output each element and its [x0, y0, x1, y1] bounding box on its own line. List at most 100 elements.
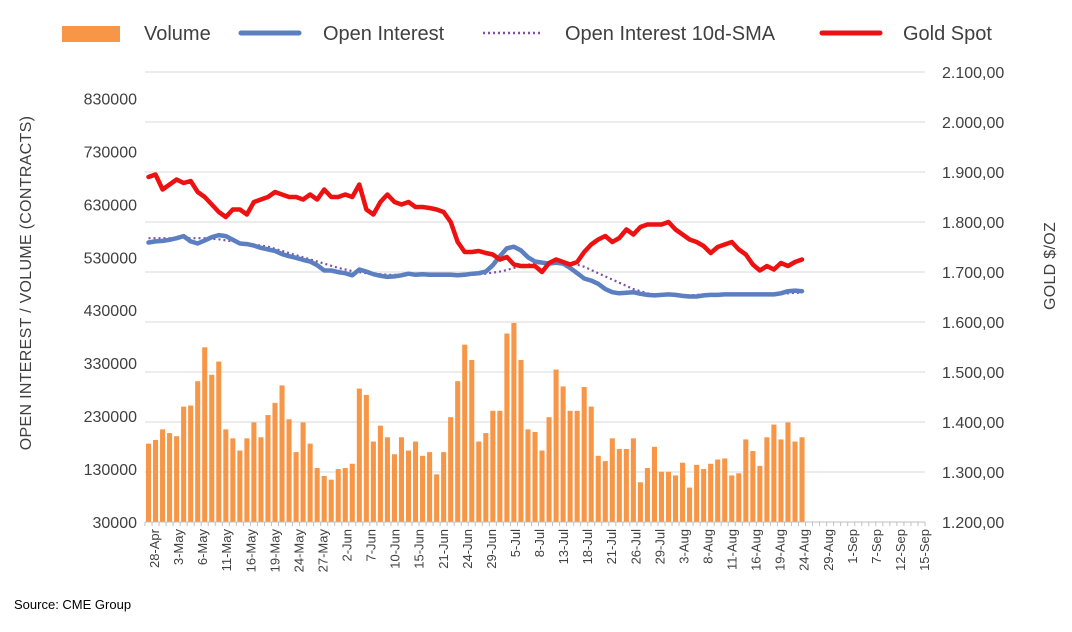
volume-bar: [370, 441, 376, 522]
legend-volume-label: Volume: [144, 23, 211, 45]
volume-bar: [525, 429, 531, 522]
left-tick-label: 830000: [84, 91, 137, 108]
volume-bar: [560, 386, 566, 522]
volume-bar: [434, 474, 440, 522]
volume-bar: [167, 433, 173, 522]
x-tick-label: 16-Aug: [749, 529, 764, 571]
left-tick-label: 230000: [84, 409, 137, 426]
volume-bars: [145, 322, 805, 522]
volume-bar: [251, 422, 257, 522]
x-tick-label: 24-May: [291, 529, 306, 573]
legend-volume-swatch: [62, 26, 120, 42]
x-tick-label: 24-Jun: [460, 529, 475, 569]
x-tick-label: 21-Jun: [436, 529, 451, 569]
volume-bar: [644, 468, 650, 522]
volume-bar: [202, 347, 208, 522]
left-tick-label: 630000: [84, 197, 137, 214]
volume-bar: [764, 437, 770, 522]
gold-spot-line: [146, 172, 805, 275]
volume-bar: [771, 424, 777, 522]
volume-bar: [300, 422, 306, 522]
left-axis-ticks: 830000 730000 630000 530000 430000 330000 2300…: [84, 91, 137, 532]
volume-bar: [588, 406, 594, 522]
right-tick-label: 1.300,00: [942, 465, 1004, 482]
volume-bar: [363, 394, 369, 522]
volume-bar: [321, 475, 327, 522]
volume-bar: [279, 385, 285, 522]
volume-bar: [574, 410, 580, 522]
volume-bar: [532, 432, 538, 522]
volume-bar: [145, 443, 152, 522]
volume-bar: [729, 475, 735, 522]
volume-bar: [490, 410, 496, 522]
volume-bar: [623, 448, 629, 522]
x-tick-label: 7-Jun: [364, 529, 379, 562]
x-tick-label: 6-May: [195, 529, 210, 566]
volume-bar: [160, 429, 166, 522]
right-tick-label: 1.600,00: [942, 315, 1004, 332]
left-tick-label: 30000: [93, 515, 138, 532]
volume-bar: [448, 417, 454, 522]
volume-bar: [792, 441, 798, 522]
volume-bar: [665, 471, 672, 522]
left-tick-label: 730000: [84, 144, 137, 161]
x-tick-label: 19-May: [267, 529, 282, 573]
volume-bar: [188, 405, 194, 522]
volume-bar: [616, 448, 622, 522]
x-tick-label: 10-Jun: [388, 529, 403, 569]
volume-bar: [307, 443, 313, 522]
legend: Volume Open Interest Open Interest 10d-S…: [62, 23, 992, 45]
volume-bar: [356, 388, 362, 522]
volume-bar: [216, 361, 222, 522]
right-tick-label: 1.800,00: [942, 215, 1004, 232]
volume-bar: [722, 458, 728, 522]
right-tick-label: 2.000,00: [942, 115, 1004, 132]
source-note: Source: CME Group: [14, 597, 132, 612]
volume-bar: [153, 439, 159, 522]
volume-bar: [673, 475, 679, 522]
x-tick-label: 19-Aug: [773, 529, 788, 571]
volume-bar: [462, 344, 468, 522]
volume-bar: [455, 381, 461, 522]
volume-bar: [223, 429, 229, 522]
x-tick-label: 16-May: [243, 529, 258, 573]
volume-bar: [413, 441, 419, 522]
x-tick-label: 11-Aug: [725, 529, 740, 570]
left-tick-label: 430000: [84, 303, 137, 320]
x-tick-label: 1-Sep: [845, 529, 860, 564]
volume-bar: [715, 459, 721, 522]
volume-bar: [687, 487, 693, 522]
volume-bar: [680, 462, 686, 522]
volume-bar: [609, 438, 615, 522]
right-axis-ticks: 2.100,00 2.000,00 1.900,00 1.800,00 1.700,00…: [942, 65, 1004, 532]
volume-bar: [258, 437, 264, 522]
x-tick-label: 18-Jul: [580, 529, 595, 565]
x-tick-label: 15-Sep: [917, 529, 932, 571]
x-tick-label: 27-May: [315, 529, 330, 573]
volume-bar: [630, 438, 636, 522]
volume-bar: [469, 360, 475, 522]
x-tick-label: 21-Jul: [604, 529, 619, 565]
x-tick-label: 8-Jul: [532, 529, 547, 557]
x-tick-label: 15-Jun: [412, 529, 427, 569]
right-tick-label: 1.900,00: [942, 165, 1004, 182]
volume-bar: [518, 360, 524, 522]
volume-bar: [708, 463, 714, 522]
volume-bar: [694, 464, 700, 522]
volume-bar: [427, 452, 433, 522]
volume-bar: [750, 451, 756, 522]
x-tick-label: 11-May: [219, 529, 234, 572]
x-tick-label: 3-Aug: [676, 529, 691, 564]
x-tick-label: 13-Jul: [556, 529, 571, 565]
volume-bar: [539, 450, 545, 522]
volume-bar: [181, 406, 187, 522]
volume-bar: [602, 461, 608, 522]
x-tick-label: 12-Sep: [893, 529, 908, 571]
volume-bar: [785, 422, 791, 522]
left-tick-label: 130000: [84, 462, 137, 479]
volume-bar: [581, 387, 587, 522]
volume-bar: [567, 410, 573, 522]
right-axis-title: GOLD $/OZ: [1042, 222, 1059, 310]
volume-bar: [651, 446, 657, 522]
